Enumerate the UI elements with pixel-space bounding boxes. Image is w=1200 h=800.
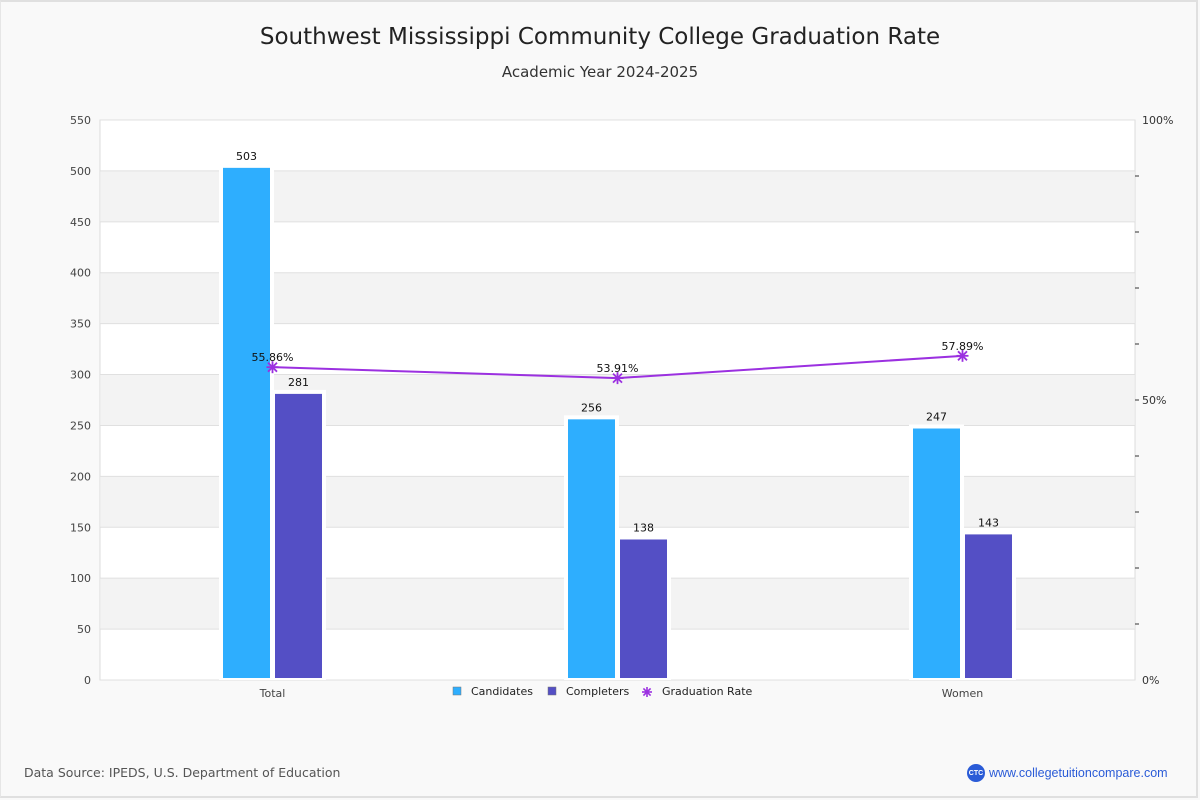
bar-data-label: 247 — [926, 411, 947, 424]
brand-link[interactable]: CTC www.collegetuitioncompare.com — [967, 764, 1168, 782]
left-axis-tick-label: 400 — [70, 267, 91, 280]
legend-candidates-label: Candidates — [471, 685, 533, 698]
completers-bar — [965, 534, 1012, 678]
left-axis-tick-label: 300 — [70, 369, 91, 382]
graduation-rate-marker — [266, 361, 279, 374]
bar-data-label: 138 — [633, 521, 654, 534]
left-axis-tick-label: 50 — [77, 623, 91, 636]
left-axis-tick-label: 350 — [70, 318, 91, 331]
left-axis-tick-label: 0 — [84, 674, 91, 687]
right-axis-tick-label: 50% — [1142, 394, 1166, 407]
candidates-bar — [913, 428, 960, 678]
legend-completers-label: Completers — [566, 685, 630, 698]
chart-title: Southwest Mississippi Community College … — [259, 24, 941, 50]
legend-background — [446, 681, 756, 703]
left-axis-tick-label: 100 — [70, 572, 91, 585]
rate-data-label: 57.89% — [942, 340, 984, 353]
legend-graduation-rate-icon — [642, 687, 652, 697]
bar-data-label: 143 — [978, 516, 999, 529]
x-axis-tick-label: Women — [942, 687, 983, 700]
left-axis-tick-label: 150 — [70, 521, 91, 534]
candidates-bar — [223, 167, 270, 678]
x-axis-tick-label: Total — [259, 687, 286, 700]
brand-url: www.collegetuitioncompare.com — [989, 766, 1168, 780]
legend-graduation-rate-label: Graduation Rate — [662, 685, 753, 698]
left-axis-tick-label: 550 — [70, 114, 91, 127]
bar-data-label: 503 — [236, 150, 257, 163]
right-axis-tick-label: 0% — [1142, 674, 1159, 687]
graduation-rate-marker — [611, 372, 624, 385]
completers-bar — [275, 393, 322, 678]
legend-candidates-swatch — [452, 686, 462, 696]
bar-data-label: 256 — [581, 401, 602, 414]
left-axis-tick-label: 200 — [70, 470, 91, 483]
completers-bar — [620, 539, 667, 678]
rate-data-label: 55.86% — [252, 351, 294, 364]
candidates-bar — [568, 419, 615, 678]
right-axis-tick-label: 100% — [1142, 114, 1173, 127]
rate-data-label: 53.91% — [597, 362, 639, 375]
left-axis-tick-label: 450 — [70, 216, 91, 229]
legend-completers-swatch — [547, 686, 557, 696]
brand-logo-icon: CTC — [967, 764, 985, 782]
bar-data-label: 281 — [288, 376, 309, 389]
data-source: Data Source: IPEDS, U.S. Department of E… — [24, 765, 341, 780]
left-axis-tick-label: 250 — [70, 419, 91, 432]
chart-subtitle: Academic Year 2024-2025 — [501, 63, 699, 81]
graduation-rate-marker — [956, 349, 969, 362]
left-axis-tick-label: 500 — [70, 165, 91, 178]
